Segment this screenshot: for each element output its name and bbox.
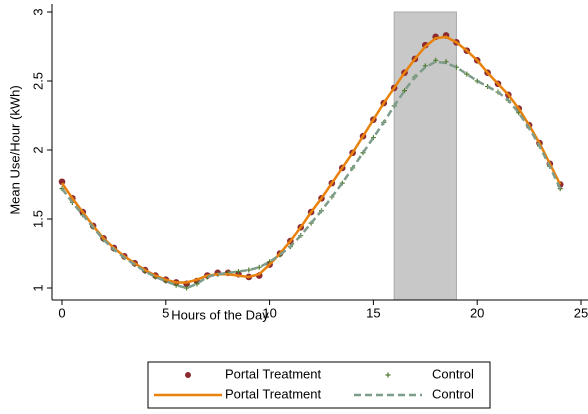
legend-label: Control (432, 366, 474, 381)
marker-plus (246, 267, 252, 273)
marker-stroke (385, 372, 391, 378)
y-tick-label: 1 (30, 284, 45, 291)
y-tick-label: 3 (30, 8, 45, 15)
marker-stroke (402, 88, 408, 94)
marker-plus (464, 71, 470, 77)
y-tick-label: 2.5 (30, 72, 45, 90)
y-axis-title: Mean Use/Hour (kWh) (7, 85, 22, 214)
marker-plus (402, 88, 408, 94)
marker-stroke (464, 71, 470, 77)
x-tick-label: 15 (366, 305, 380, 320)
x-tick-label: 0 (58, 305, 65, 320)
marker-plus (385, 372, 391, 378)
legend-label: Control (432, 386, 474, 401)
x-tick-label: 5 (162, 305, 169, 320)
data-line (60, 35, 562, 284)
marker-plus (194, 281, 200, 287)
x-tick-label: 20 (470, 305, 484, 320)
highlight-band (393, 11, 457, 301)
marker-stroke (194, 281, 200, 287)
x-tick-label: 25 (574, 305, 588, 320)
data-line (61, 60, 562, 290)
marker-stroke (184, 285, 190, 291)
y-tick-label: 2 (30, 146, 45, 153)
legend-box (147, 361, 491, 409)
x-axis-title: Hours of the Day (171, 307, 269, 322)
marker-plus (433, 57, 439, 63)
legend-label: Portal Treatment (225, 366, 321, 381)
marker-stroke (433, 57, 439, 63)
marker-stroke (246, 267, 252, 273)
legend-key (185, 372, 191, 378)
legend-label: Portal Treatment (225, 386, 321, 401)
marker-plus (184, 285, 190, 291)
y-tick-label: 1.5 (30, 210, 45, 228)
x-tick-label: 10 (262, 305, 276, 320)
